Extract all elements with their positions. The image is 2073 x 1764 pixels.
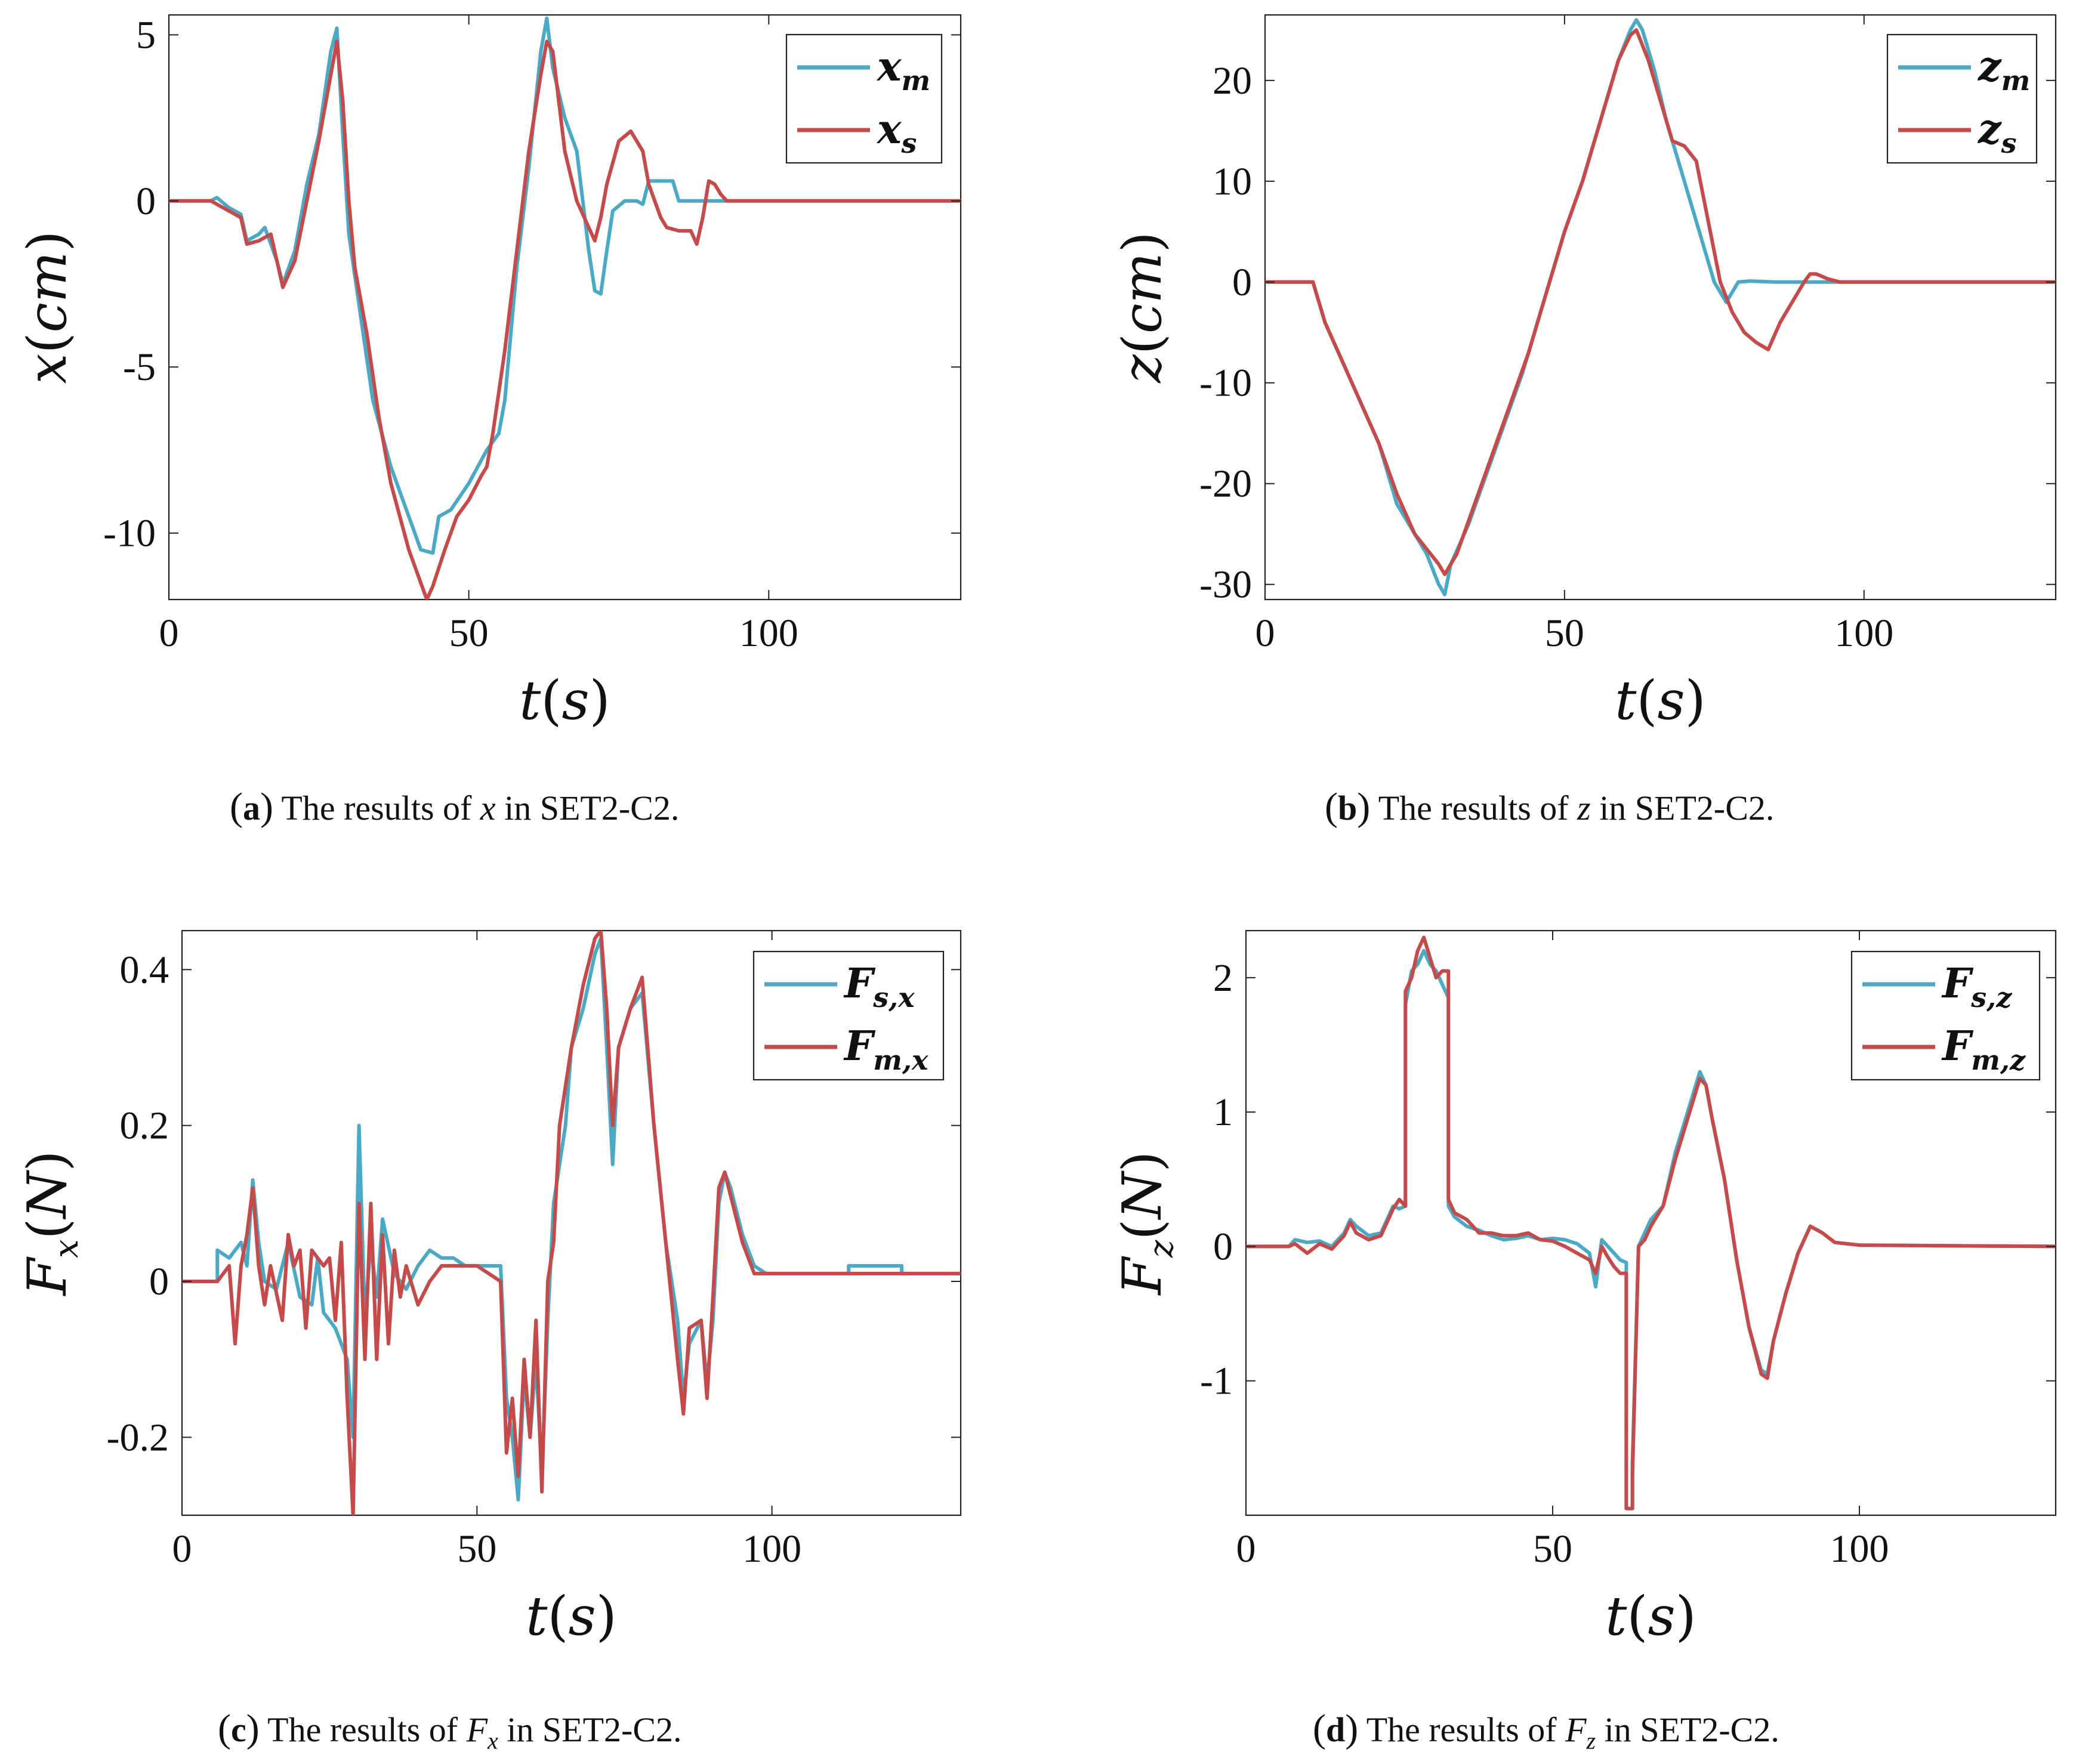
legend-b: zm zs — [1886, 33, 2038, 164]
caption-d-symbol: F — [1565, 1710, 1587, 1749]
legend-entry-slave: zs — [1978, 106, 2017, 159]
legend-box — [785, 33, 943, 164]
y-tick-label: -10 — [1199, 362, 1252, 405]
y-tick-label: -1 — [1200, 1360, 1233, 1403]
series-c-m-x — [182, 931, 961, 1515]
caption-c: (c) The results of Fx in SET2-C2. — [218, 1707, 682, 1754]
caption-a-symbol: x — [480, 789, 496, 827]
caption-d: (d) The results of Fz in SET2-C2. — [1313, 1707, 1779, 1754]
legend-entry-master: Fs,z — [1941, 960, 2012, 1014]
caption-a-label: a — [242, 789, 260, 827]
y-tick-label: 0 — [1232, 261, 1252, 304]
chart-d: 0 50 100 2 1 0 -1 t(s) Fz(N) Fs,z Fm,z — [1111, 929, 2057, 1648]
y-axis-label-b: z(cm) — [1111, 231, 1174, 383]
x-axis-label-b: t(s) — [1615, 669, 1706, 732]
caption-a: (a) The results of x in SET2-C2. — [230, 785, 680, 829]
y-axis-label-c: Fx(N) — [16, 1151, 86, 1297]
x-tick-label: 50 — [1545, 611, 1584, 655]
legend-entry-slave: xs — [876, 106, 917, 159]
x-axis-label-a: t(s) — [519, 669, 610, 732]
legend-entry-slave: Fm,x — [843, 1022, 928, 1076]
legend-box — [1886, 33, 2038, 164]
series-a-s — [169, 39, 961, 600]
x-axis-label-c: t(s) — [526, 1585, 617, 1648]
y-axis-label-a: x(cm) — [16, 231, 79, 384]
x-tick-label: 50 — [457, 1527, 496, 1571]
caption-c-sub: x — [488, 1727, 498, 1754]
legend-entry-slave: Fm,z — [1941, 1022, 2026, 1076]
caption-d-suffix: in SET2-C2. — [1596, 1710, 1779, 1749]
caption-c-label: c — [230, 1710, 246, 1749]
x-tick-label: 100 — [742, 1527, 801, 1571]
legend-c: Fs,x Fm,x — [752, 950, 945, 1081]
y-tick-label: 0.4 — [120, 948, 169, 991]
y-tick-label: 10 — [1213, 160, 1252, 203]
y-tick-label: 0 — [1213, 1225, 1233, 1268]
x-tick-label: 0 — [1236, 1527, 1256, 1571]
caption-a-suffix: in SET2-C2. — [495, 789, 680, 827]
y-tick-label: 0 — [136, 180, 156, 223]
x-tick-label: 100 — [1830, 1527, 1889, 1571]
caption-d-label: d — [1325, 1710, 1346, 1749]
legend-entry-master: xm — [876, 43, 930, 97]
caption-c-prefix: The results of — [267, 1710, 467, 1749]
legend-box — [752, 950, 945, 1081]
y-tick-label: -0.2 — [107, 1416, 169, 1459]
x-tick-label: 100 — [1834, 611, 1893, 655]
legend-entry-master: Fs,x — [843, 960, 915, 1014]
caption-c-symbol: F — [466, 1710, 488, 1749]
legend-entry-master: zm — [1978, 43, 2030, 97]
x-tick-label: 0 — [1255, 611, 1275, 655]
chart-c: 0 50 100 0.4 0.2 0 -0.2 t(s) Fx(N) Fs,x Fm,x — [16, 929, 962, 1648]
legend-d: Fs,z Fm,z — [1850, 950, 2041, 1081]
caption-b: (b) The results of z in SET2-C2. — [1325, 785, 1775, 829]
y-tick-label: 1 — [1213, 1090, 1233, 1134]
caption-b-symbol: z — [1577, 789, 1591, 827]
caption-a-prefix: The results of — [281, 789, 480, 827]
caption-b-prefix: The results of — [1378, 789, 1578, 827]
x-tick-label: 50 — [449, 611, 489, 655]
caption-d-prefix: The results of — [1366, 1710, 1566, 1749]
y-tick-label: -30 — [1199, 563, 1252, 607]
x-tick-label: 0 — [172, 1527, 192, 1571]
series-d-m-z — [1246, 935, 2056, 1510]
y-tick-label: 0.2 — [120, 1104, 169, 1148]
y-tick-label: -20 — [1199, 462, 1252, 506]
y-tick-label: 5 — [136, 13, 156, 57]
legend-a: xm xs — [785, 33, 943, 164]
legend-box — [1850, 950, 2041, 1081]
series-b-s — [1265, 28, 2056, 576]
y-tick-label: -10 — [103, 512, 156, 555]
y-tick-label: 20 — [1213, 59, 1252, 103]
y-axis-label-d: Fz(N) — [1111, 1151, 1181, 1296]
y-tick-label: 0 — [149, 1260, 169, 1303]
y-tick-label: 2 — [1213, 956, 1233, 1000]
x-tick-label: 0 — [159, 611, 179, 655]
x-tick-label: 50 — [1533, 1527, 1572, 1571]
caption-b-suffix: in SET2-C2. — [1590, 789, 1775, 827]
x-tick-label: 100 — [739, 611, 798, 655]
caption-c-suffix: in SET2-C2. — [498, 1710, 682, 1749]
y-tick-label: -5 — [123, 345, 156, 389]
caption-b-label: b — [1337, 789, 1358, 827]
caption-d-sub: z — [1586, 1727, 1596, 1754]
x-axis-label-d: t(s) — [1605, 1585, 1696, 1648]
